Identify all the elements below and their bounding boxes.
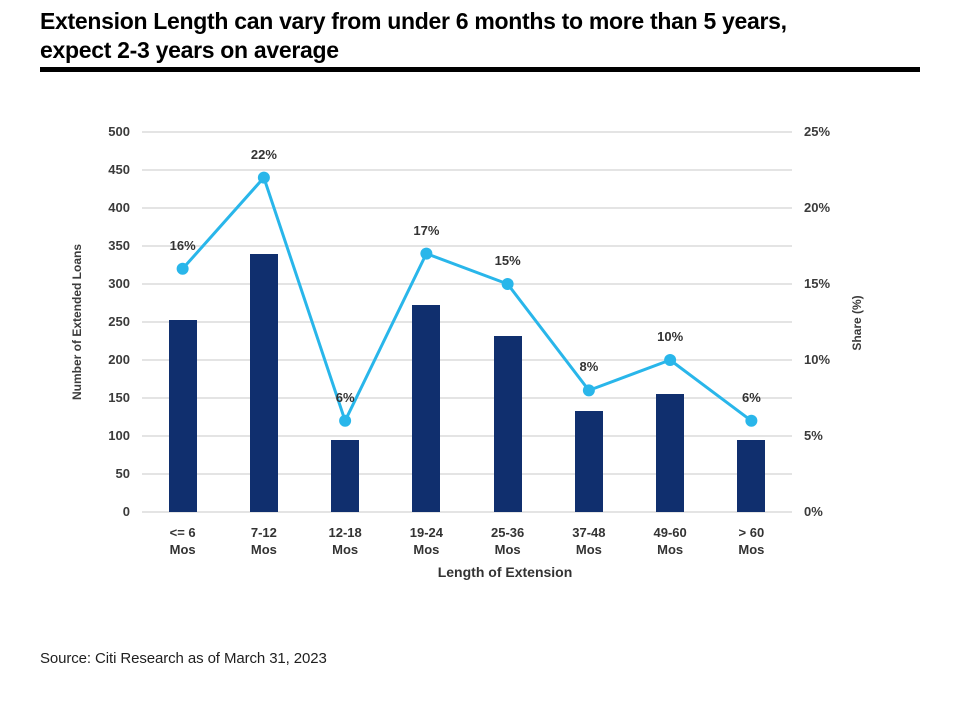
x-category-label: 49-60 Mos <box>653 525 687 557</box>
line-marker <box>582 384 595 397</box>
point-label: 8% <box>579 359 599 375</box>
gridline <box>142 435 792 437</box>
page-title: Extension Length can vary from under 6 m… <box>40 7 924 65</box>
gridline <box>142 321 792 323</box>
right-tick-label: 20% <box>804 200 831 215</box>
x-category-label: 25-36 Mos <box>491 525 525 557</box>
line-marker <box>420 247 433 260</box>
point-label: 6% <box>741 389 761 405</box>
bar <box>412 305 441 512</box>
line-marker <box>257 171 270 184</box>
point-label: 16% <box>169 237 196 253</box>
x-category-label: 19-24 Mos <box>409 525 443 557</box>
line-marker <box>501 278 514 290</box>
title-line-1: Extension Length can vary from under 6 m… <box>40 8 787 34</box>
line-marker <box>664 354 677 366</box>
trend-line <box>181 176 753 423</box>
gridline <box>142 473 792 475</box>
left-tick-label: 300 <box>108 276 130 291</box>
left-axis-ticks: 0 50 100 150 200 250 300 350 400 450 500 <box>84 124 130 519</box>
x-axis-title: Length of Extension <box>437 564 573 580</box>
x-category-label: 12-18 Mos <box>328 525 362 557</box>
right-tick-label: 25% <box>804 124 831 139</box>
left-axis-title: Number of Extended Loans <box>70 243 84 401</box>
point-label: 17% <box>413 222 440 238</box>
left-tick-label: 500 <box>108 124 130 139</box>
left-tick-label: 150 <box>108 390 130 405</box>
left-tick-label: 50 <box>115 466 130 481</box>
left-tick-label: 100 <box>108 428 130 443</box>
bar <box>574 410 603 512</box>
bar <box>737 439 766 512</box>
left-tick-label: 0 <box>122 504 130 519</box>
gridline <box>142 283 792 285</box>
gridline <box>142 207 792 209</box>
gridline <box>142 131 792 133</box>
line-marker <box>745 414 758 427</box>
gridline <box>142 359 792 361</box>
right-tick-label: 0% <box>804 504 823 519</box>
gridline <box>142 169 792 171</box>
point-label: 15% <box>494 253 521 268</box>
left-tick-label: 250 <box>108 314 130 329</box>
point-label: 10% <box>657 329 684 344</box>
bar <box>493 335 522 512</box>
x-category-label: <= 6 Mos <box>169 525 196 557</box>
right-tick-label: 10% <box>804 352 831 367</box>
bar <box>656 394 685 512</box>
left-tick-label: 450 <box>108 162 130 177</box>
bar <box>249 253 278 512</box>
x-category-label: 37-48 Mos <box>572 525 606 557</box>
x-axis-labels: <= 6 Mos 7-12 Mos 12-18 Mos 19-24 Mos 25-36 … <box>142 524 792 564</box>
plot-area: 16% 22% 6% 17% 15% 8% 10% 6% <box>142 131 792 513</box>
left-tick-label: 400 <box>108 200 130 215</box>
title-line-2: expect 2-3 years on average <box>40 37 339 63</box>
line-marker <box>339 414 352 427</box>
source-note: Source: Citi Research as of March 31, 20… <box>40 650 327 667</box>
point-label: 22% <box>250 146 277 162</box>
point-label: 6% <box>335 389 355 405</box>
bar <box>168 319 197 512</box>
right-tick-label: 5% <box>804 428 823 443</box>
x-category-label: 7-12 Mos <box>250 525 277 557</box>
bar <box>331 439 360 512</box>
left-tick-label: 350 <box>108 238 130 253</box>
line-marker <box>176 262 189 275</box>
x-category-label: > 60 Mos <box>738 525 765 557</box>
right-axis-ticks: 0% 5% 10% 15% 20% 25% <box>804 124 856 519</box>
left-tick-label: 200 <box>108 352 130 367</box>
gridline <box>142 397 792 399</box>
right-tick-label: 15% <box>804 276 831 291</box>
line-series <box>176 171 758 427</box>
gridline <box>142 511 792 513</box>
title-divider <box>40 67 920 72</box>
gridline <box>142 245 792 247</box>
